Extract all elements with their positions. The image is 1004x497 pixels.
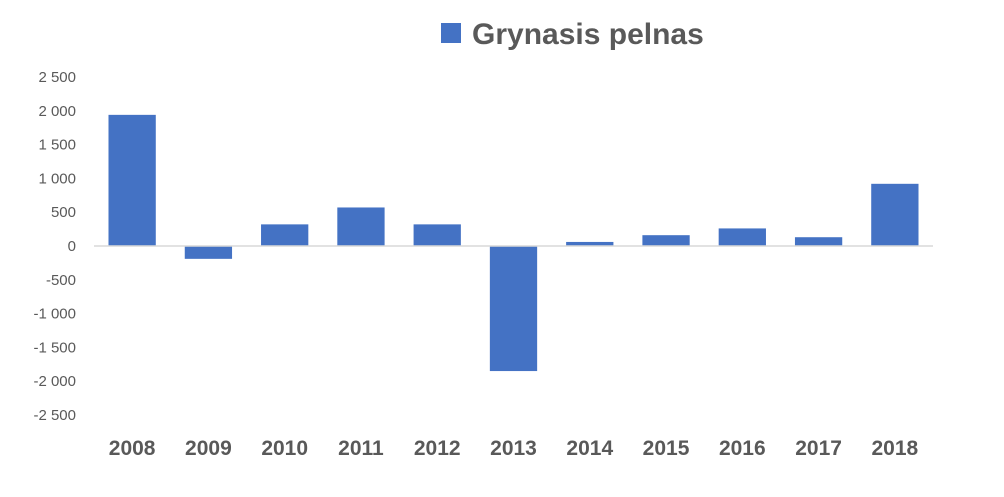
y-tick-label: 2 500 <box>38 69 76 86</box>
bar-2016 <box>718 228 766 246</box>
y-tick-label: -2 500 <box>33 407 76 424</box>
bar-2008 <box>108 114 156 246</box>
bar-2014 <box>566 241 614 246</box>
bar-2017 <box>794 237 843 246</box>
y-tick-label: 0 <box>68 238 76 255</box>
x-axis-category-labels: 2008 2009 2010 2011 2012 2013 2014 2015 2016 2017… <box>109 437 919 460</box>
bar-2011 <box>337 207 385 246</box>
y-tick-label: -1 000 <box>33 306 76 323</box>
x-tick-label: 2014 <box>566 437 613 460</box>
y-axis-tick-labels: 2 500 2 000 1 500 1 000 500 0 -500 -1 000 -1 500… <box>33 69 76 424</box>
x-tick-label: 2018 <box>872 437 919 460</box>
x-tick-label: 2017 <box>795 437 842 460</box>
bar-2009 <box>184 246 233 259</box>
y-tick-label: 1 500 <box>38 137 76 154</box>
x-tick-label: 2016 <box>719 437 766 460</box>
y-tick-label: -2 000 <box>33 373 76 390</box>
y-tick-label: 1 000 <box>38 170 76 187</box>
x-tick-label: 2015 <box>643 437 690 460</box>
x-tick-label: 2011 <box>338 437 384 460</box>
x-tick-label: 2012 <box>414 437 461 460</box>
bar-2018 <box>871 183 919 246</box>
y-tick-label: -500 <box>46 272 76 289</box>
x-tick-label: 2010 <box>261 437 308 460</box>
bar-2012 <box>413 224 461 246</box>
x-tick-label: 2009 <box>185 437 232 460</box>
bar-2015 <box>642 235 690 246</box>
legend: Grynasis pelnas <box>441 18 704 51</box>
y-tick-label: -1 500 <box>33 339 76 356</box>
bar-2013 <box>489 246 538 372</box>
y-tick-label: 500 <box>51 204 76 221</box>
legend-swatch <box>441 23 461 43</box>
x-tick-label: 2013 <box>490 437 537 460</box>
bars <box>108 114 919 372</box>
y-tick-label: 2 000 <box>38 103 76 120</box>
legend-label: Grynasis pelnas <box>472 18 704 51</box>
bar-2010 <box>261 224 309 246</box>
x-tick-label: 2008 <box>109 437 156 460</box>
